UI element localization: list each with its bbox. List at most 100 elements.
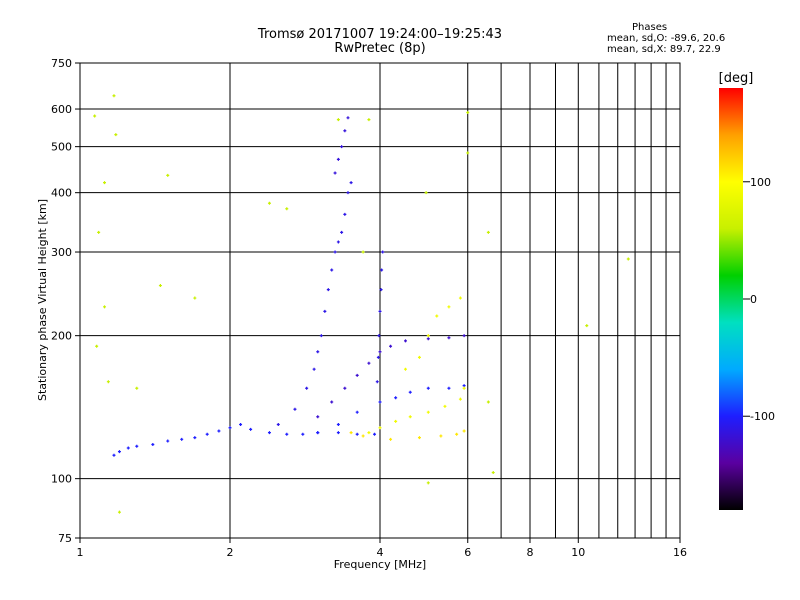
data-point (340, 230, 344, 234)
colorbar: [deg] 100 0 -100 (719, 71, 775, 510)
data-point (378, 350, 382, 354)
data-point (319, 334, 323, 338)
data-point (151, 443, 155, 447)
y-tick-label: 100 (51, 473, 72, 486)
x-tick-label: 6 (464, 546, 471, 559)
data-point (217, 429, 221, 433)
data-point (343, 212, 347, 216)
data-point (394, 396, 398, 400)
data-point (447, 305, 451, 309)
data-point (301, 432, 305, 436)
data-point (117, 510, 121, 514)
data-point (158, 284, 162, 288)
data-point (361, 434, 365, 438)
colorbar-tick-label: 0 (750, 293, 757, 306)
x-tick-label: 1 (77, 546, 84, 559)
stats-header: Phases (632, 22, 668, 33)
data-point (373, 432, 377, 436)
data-point (361, 250, 365, 254)
y-axis-ticks: 75 100 200 300 400 500 600 750 (51, 57, 80, 545)
data-point (426, 337, 430, 341)
data-point (378, 426, 382, 430)
x-tick-label: 16 (673, 546, 687, 559)
data-point (426, 410, 430, 414)
data-point (135, 444, 139, 448)
y-tick-label: 600 (51, 103, 72, 116)
data-point (93, 114, 97, 118)
data-point (626, 257, 630, 261)
data-point (193, 296, 197, 300)
chart-title: Tromsø 20171007 19:24:00–19:25:43 (257, 27, 503, 42)
data-point (389, 344, 393, 348)
data-point (375, 380, 379, 384)
data-point (378, 400, 382, 404)
data-point (491, 471, 495, 475)
data-point (424, 191, 428, 195)
data-point (249, 427, 253, 431)
data-point (447, 386, 451, 390)
data-point (462, 334, 466, 338)
data-point (135, 386, 139, 390)
data-point (367, 431, 371, 435)
data-point (166, 173, 170, 177)
stats-x-mode: mean, sd,X: 89.7, 22.9 (607, 44, 721, 55)
data-points (93, 94, 630, 514)
data-point (293, 407, 297, 411)
data-point (330, 400, 334, 404)
data-point (343, 386, 347, 390)
data-point (193, 436, 197, 440)
data-point (316, 415, 320, 419)
data-point (377, 334, 381, 338)
y-tick-label: 300 (51, 246, 72, 259)
y-axis-label: Stationary phase Virtual Height [km] (36, 199, 49, 401)
data-point (462, 429, 466, 433)
data-point (426, 334, 430, 338)
data-point (389, 437, 393, 441)
colorbar-tick-label: 100 (750, 176, 771, 189)
data-point (330, 268, 334, 272)
data-point (336, 240, 340, 244)
data-point (239, 423, 243, 427)
x-tick-label: 4 (377, 546, 384, 559)
data-point (462, 384, 466, 388)
data-point (447, 336, 451, 340)
y-tick-label: 75 (58, 532, 72, 545)
data-point (323, 309, 327, 313)
chart-subtitle: RwPretec (8p) (334, 41, 426, 56)
data-point (466, 151, 470, 155)
x-tick-label: 8 (527, 546, 534, 559)
data-point (316, 431, 320, 435)
y-tick-label: 750 (51, 57, 72, 70)
data-point (394, 419, 398, 423)
data-point (439, 434, 443, 438)
data-point (326, 288, 330, 292)
data-point (316, 350, 320, 354)
data-point (267, 201, 271, 205)
data-point (285, 207, 289, 211)
data-point (349, 431, 353, 435)
data-point (458, 296, 462, 300)
data-point (355, 432, 359, 436)
data-point (336, 431, 340, 435)
data-point (97, 230, 101, 234)
data-point (180, 437, 184, 441)
data-point (305, 386, 309, 390)
plot-grid (79, 63, 681, 538)
data-point (346, 191, 350, 195)
data-point (417, 436, 421, 440)
data-point (458, 397, 462, 401)
data-point (408, 415, 412, 419)
data-point (333, 250, 337, 254)
data-point (378, 309, 382, 313)
x-tick-label: 10 (571, 546, 585, 559)
data-point (443, 404, 447, 408)
data-point (462, 386, 466, 390)
data-point (403, 339, 407, 343)
data-point (336, 157, 340, 161)
data-point (403, 367, 407, 371)
data-point (228, 426, 232, 430)
data-point (95, 344, 99, 348)
data-point (336, 118, 340, 122)
data-point (333, 171, 337, 175)
